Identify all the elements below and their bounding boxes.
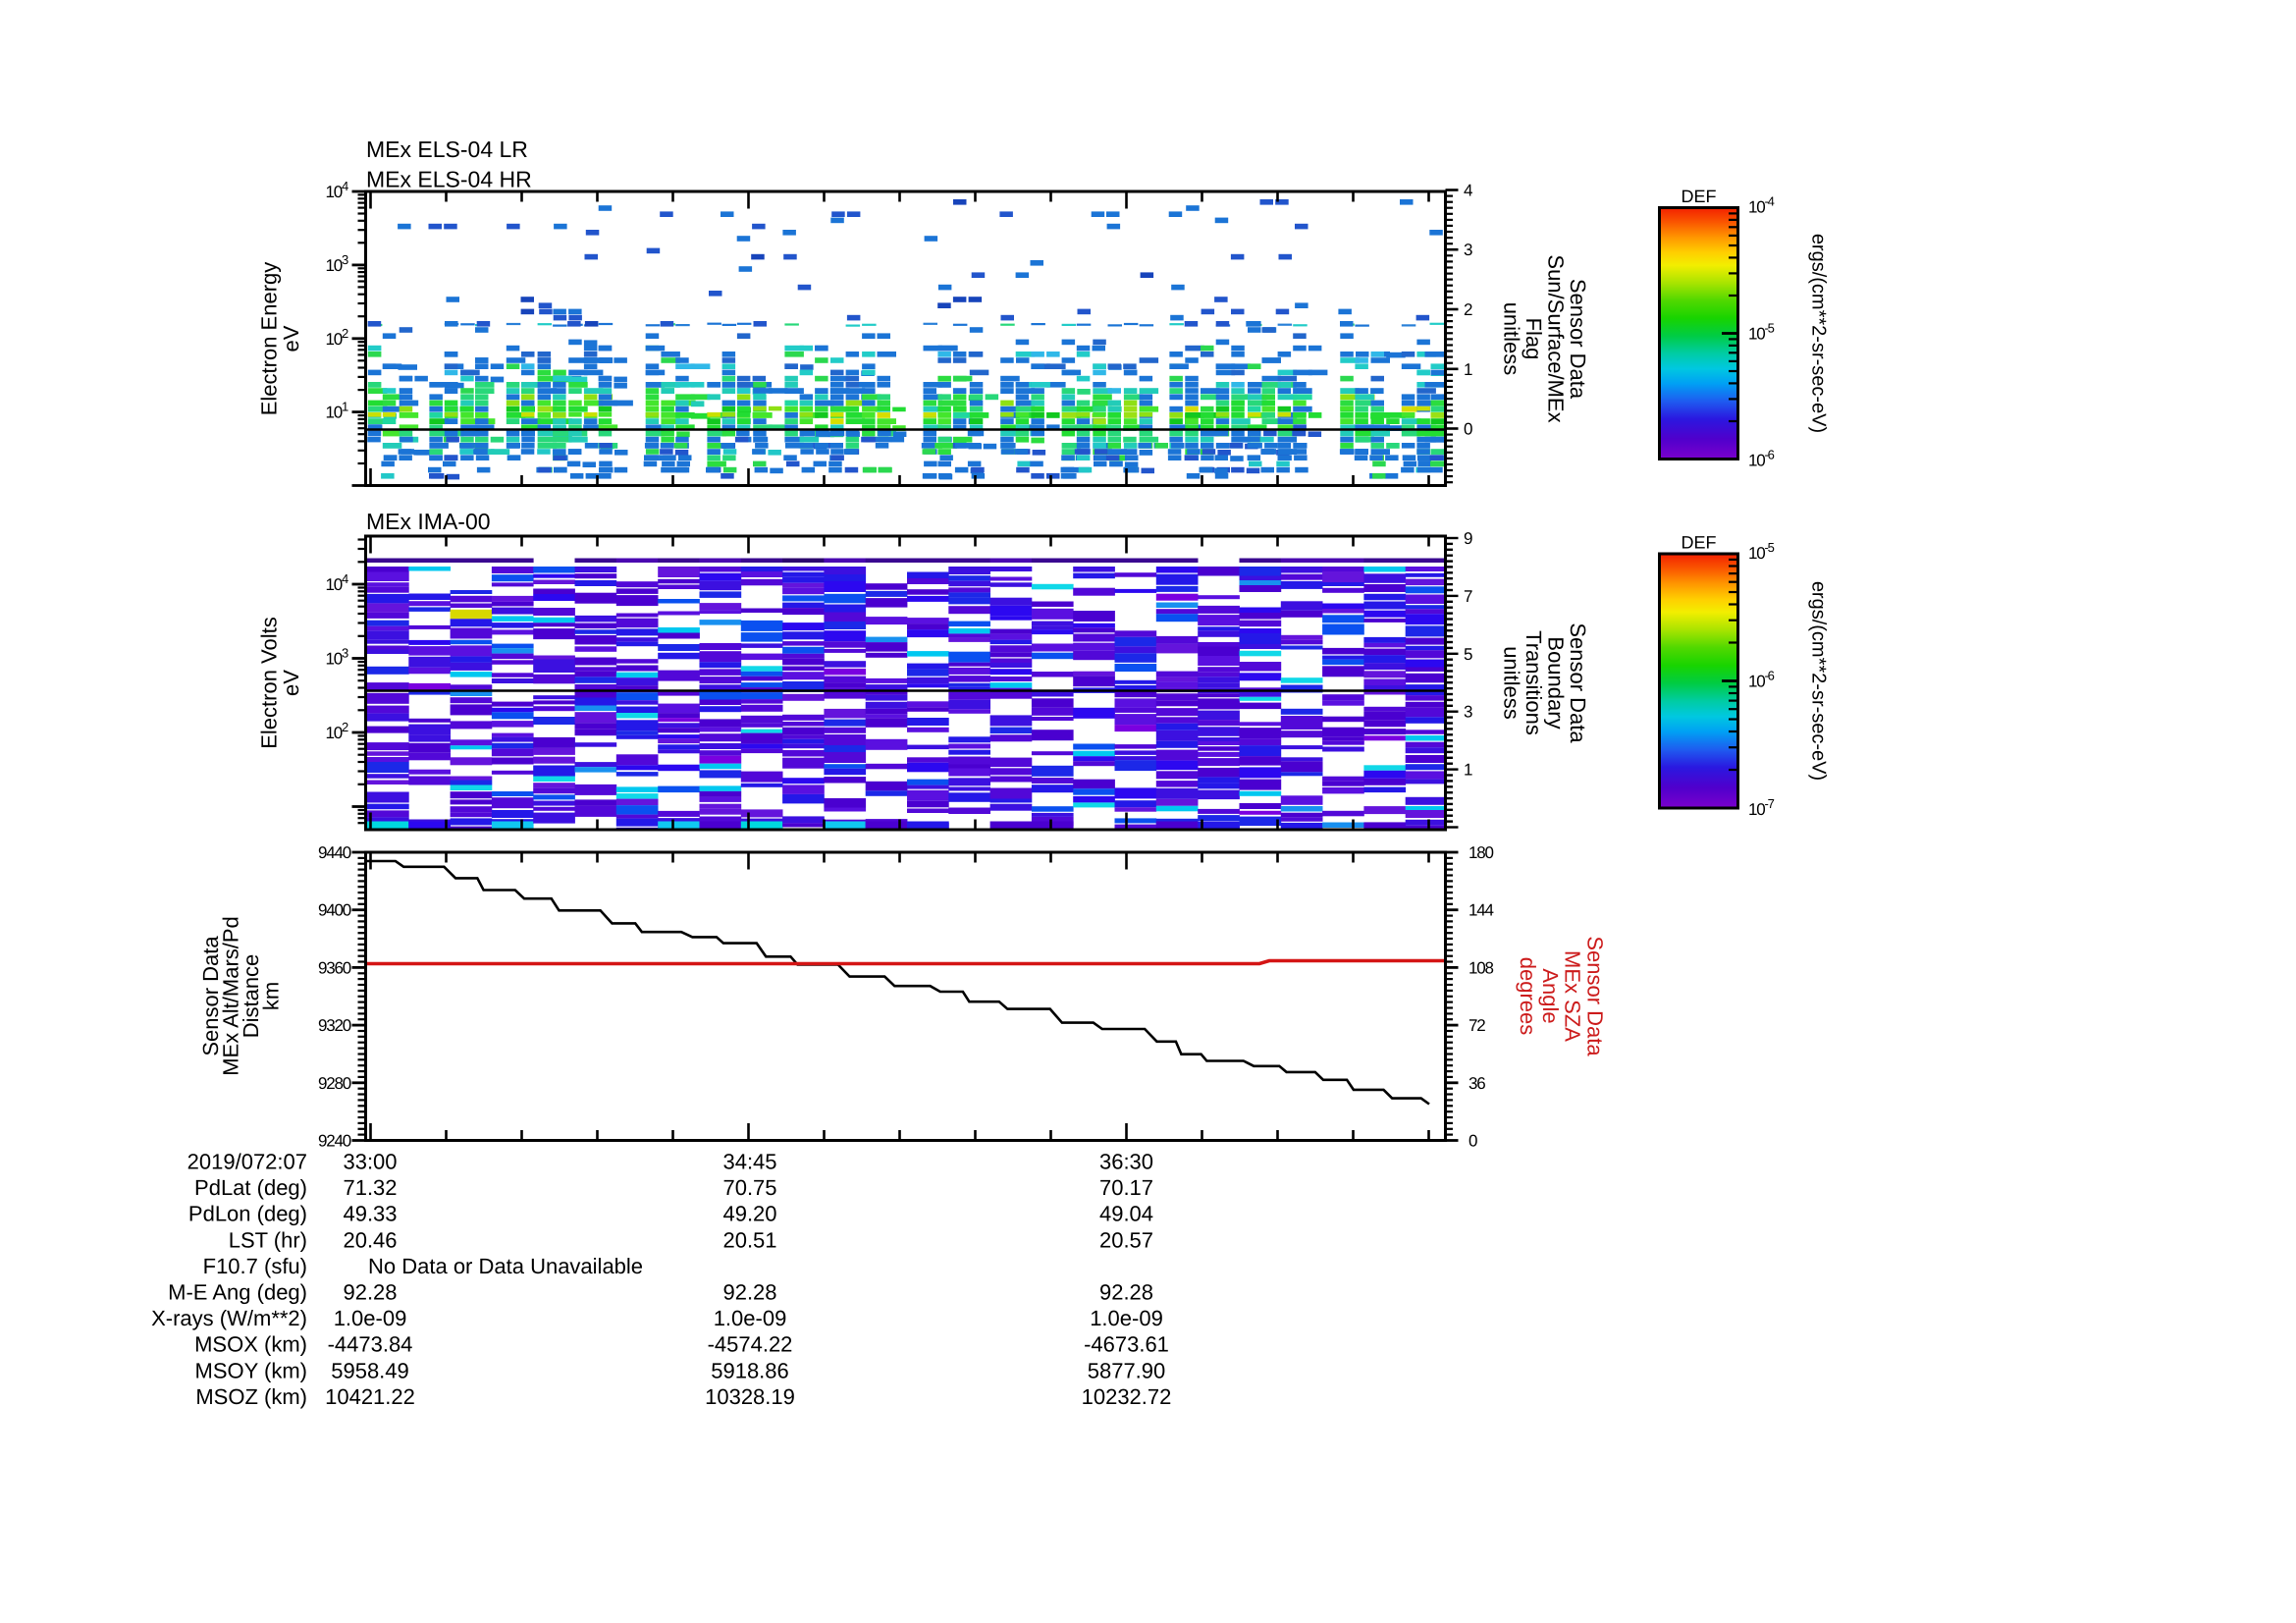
svg-text:Sensor Data: Sensor Data bbox=[1566, 622, 1590, 743]
svg-text:33:00: 33:00 bbox=[343, 1150, 397, 1174]
svg-text:92.28: 92.28 bbox=[1099, 1280, 1153, 1305]
svg-text:108: 108 bbox=[1468, 958, 1494, 977]
svg-text:Sun/Surface/MEx: Sun/Surface/MEx bbox=[1543, 254, 1568, 422]
svg-text:Flag: Flag bbox=[1522, 318, 1546, 360]
svg-text:1.0e-09: 1.0e-09 bbox=[714, 1306, 787, 1330]
svg-text:180: 180 bbox=[1468, 843, 1494, 862]
svg-text:36: 36 bbox=[1468, 1074, 1485, 1093]
svg-text:70.17: 70.17 bbox=[1099, 1175, 1153, 1200]
svg-text:PdLon (deg): PdLon (deg) bbox=[188, 1202, 307, 1226]
svg-text:MEx Alt/Mars/Pd: MEx Alt/Mars/Pd bbox=[219, 916, 243, 1076]
svg-text:20.51: 20.51 bbox=[722, 1227, 776, 1252]
svg-text:ergs/(cm**2-sr-sec-eV): ergs/(cm**2-sr-sec-eV) bbox=[1808, 581, 1830, 781]
svg-text:9360: 9360 bbox=[318, 958, 351, 977]
svg-text:Electron Volts: Electron Volts bbox=[257, 617, 282, 749]
svg-text:MEx ELS-04 HR: MEx ELS-04 HR bbox=[366, 167, 532, 192]
svg-text:9240: 9240 bbox=[318, 1132, 351, 1151]
svg-text:unitless: unitless bbox=[1499, 646, 1523, 720]
svg-text:M-E Ang (deg): M-E Ang (deg) bbox=[168, 1280, 307, 1305]
svg-text:1.0e-09: 1.0e-09 bbox=[1090, 1306, 1163, 1330]
svg-text:F10.7 (sfu): F10.7 (sfu) bbox=[203, 1254, 307, 1278]
svg-text:ergs/(cm**2-sr-sec-eV): ergs/(cm**2-sr-sec-eV) bbox=[1808, 234, 1830, 433]
svg-text:49.33: 49.33 bbox=[343, 1202, 397, 1226]
svg-text:2: 2 bbox=[1464, 300, 1472, 319]
svg-text:9320: 9320 bbox=[318, 1016, 351, 1035]
svg-text:Distance: Distance bbox=[239, 954, 263, 1039]
svg-text:X-rays (W/m**2): X-rays (W/m**2) bbox=[151, 1306, 307, 1330]
svg-text:49.20: 49.20 bbox=[722, 1202, 776, 1226]
svg-text:1.0e-09: 1.0e-09 bbox=[334, 1306, 407, 1330]
svg-text:MEx ELS-04 LR: MEx ELS-04 LR bbox=[366, 136, 528, 162]
svg-text:Transitions: Transitions bbox=[1522, 630, 1546, 735]
svg-text:5918.86: 5918.86 bbox=[711, 1358, 789, 1382]
svg-text:Sensor Data: Sensor Data bbox=[198, 936, 223, 1056]
svg-text:0: 0 bbox=[1464, 420, 1472, 439]
svg-text:20.46: 20.46 bbox=[343, 1227, 397, 1252]
svg-text:49.04: 49.04 bbox=[1099, 1202, 1153, 1226]
svg-text:0: 0 bbox=[1468, 1132, 1477, 1151]
svg-text:No Data or Data Unavailable: No Data or Data Unavailable bbox=[368, 1254, 643, 1278]
svg-text:MEx IMA-00: MEx IMA-00 bbox=[366, 509, 491, 534]
svg-text:92.28: 92.28 bbox=[343, 1280, 397, 1305]
svg-text:72: 72 bbox=[1468, 1016, 1485, 1035]
svg-text:5958.49: 5958.49 bbox=[331, 1358, 409, 1382]
svg-text:LST (hr): LST (hr) bbox=[229, 1227, 307, 1252]
svg-text:144: 144 bbox=[1468, 901, 1494, 920]
svg-text:Sensor Data: Sensor Data bbox=[1566, 279, 1590, 400]
svg-text:Angle: Angle bbox=[1538, 968, 1563, 1023]
svg-text:-4473.84: -4473.84 bbox=[328, 1332, 413, 1357]
svg-text:MEx SZA: MEx SZA bbox=[1561, 950, 1585, 1042]
svg-text:degrees: degrees bbox=[1516, 957, 1540, 1036]
svg-text:-4673.61: -4673.61 bbox=[1084, 1332, 1169, 1357]
svg-text:MSOZ (km): MSOZ (km) bbox=[195, 1384, 307, 1409]
svg-text:70.75: 70.75 bbox=[722, 1175, 776, 1200]
svg-text:10232.72: 10232.72 bbox=[1082, 1384, 1172, 1409]
svg-text:92.28: 92.28 bbox=[722, 1280, 776, 1305]
svg-text:9440: 9440 bbox=[318, 843, 351, 862]
svg-text:Boundary: Boundary bbox=[1543, 636, 1568, 729]
svg-text:71.32: 71.32 bbox=[343, 1175, 397, 1200]
svg-text:9400: 9400 bbox=[318, 901, 351, 920]
svg-text:5877.90: 5877.90 bbox=[1088, 1358, 1166, 1382]
svg-text:3: 3 bbox=[1464, 241, 1472, 259]
svg-text:4: 4 bbox=[1464, 182, 1472, 200]
svg-text:34:45: 34:45 bbox=[722, 1150, 776, 1174]
svg-text:10328.19: 10328.19 bbox=[705, 1384, 795, 1409]
svg-text:36:30: 36:30 bbox=[1099, 1150, 1153, 1174]
svg-text:MSOY (km): MSOY (km) bbox=[195, 1358, 307, 1382]
svg-text:7: 7 bbox=[1464, 587, 1472, 606]
svg-text:Sensor Data: Sensor Data bbox=[1582, 936, 1607, 1056]
svg-text:1: 1 bbox=[1464, 360, 1472, 379]
svg-text:2019/072:07: 2019/072:07 bbox=[187, 1150, 307, 1174]
svg-text:unitless: unitless bbox=[1499, 302, 1523, 376]
svg-text:9280: 9280 bbox=[318, 1074, 351, 1093]
svg-text:eV: eV bbox=[279, 670, 303, 696]
svg-text:Electron Energy: Electron Energy bbox=[257, 262, 282, 416]
svg-text:1: 1 bbox=[1464, 761, 1472, 780]
svg-text:PdLat (deg): PdLat (deg) bbox=[194, 1175, 307, 1200]
svg-text:-4574.22: -4574.22 bbox=[708, 1332, 793, 1357]
svg-text:DEF: DEF bbox=[1682, 533, 1717, 553]
svg-text:MSOX (km): MSOX (km) bbox=[194, 1332, 307, 1357]
svg-text:DEF: DEF bbox=[1682, 187, 1717, 206]
svg-text:eV: eV bbox=[279, 325, 303, 352]
svg-text:20.57: 20.57 bbox=[1099, 1227, 1153, 1252]
svg-text:10421.22: 10421.22 bbox=[325, 1384, 415, 1409]
svg-text:9: 9 bbox=[1464, 529, 1472, 548]
svg-text:5: 5 bbox=[1464, 645, 1472, 664]
svg-text:3: 3 bbox=[1464, 703, 1472, 722]
svg-text:km: km bbox=[259, 982, 284, 1010]
